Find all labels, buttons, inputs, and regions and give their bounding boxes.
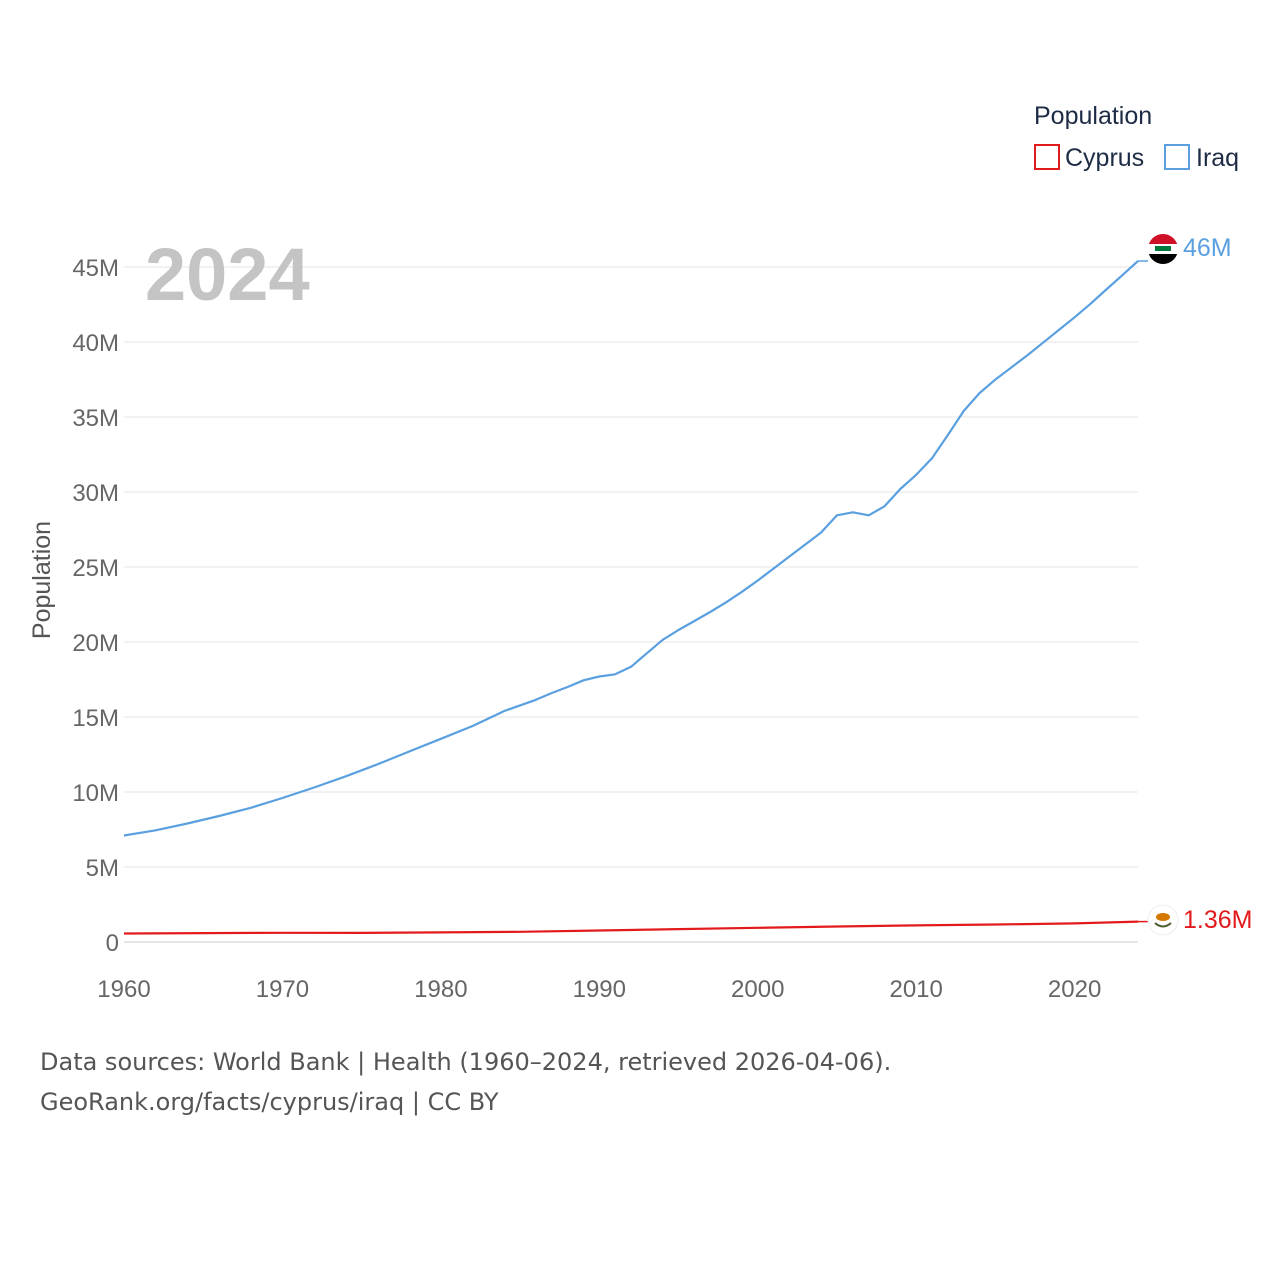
y-axis-label: Population xyxy=(28,521,56,639)
year-label: 2024 xyxy=(145,233,310,316)
series-line-cyprus xyxy=(123,920,1139,935)
legend: Population Cyprus Iraq xyxy=(1034,102,1239,172)
y-tick-45M: 45M xyxy=(72,255,119,282)
legend-item-iraq[interactable]: Iraq xyxy=(1164,144,1239,172)
legend-label-iraq: Iraq xyxy=(1196,144,1239,172)
y-tick-10M: 10M xyxy=(72,780,119,807)
footer: Data sources: World Bank | Health (1960–… xyxy=(40,1042,891,1122)
x-tick-1990: 1990 xyxy=(573,976,626,1003)
x-tick-1960: 1960 xyxy=(97,976,150,1003)
data-sources-text: Data sources: World Bank | Health (1960–… xyxy=(40,1048,892,1076)
legend-label-cyprus: Cyprus xyxy=(1065,144,1144,172)
x-tick-2010: 2010 xyxy=(889,976,942,1003)
source-link-text[interactable]: GeoRank.org/facts/cyprus/iraq | CC BY xyxy=(40,1088,499,1116)
y-tick-5M: 5M xyxy=(86,855,119,882)
legend-item-cyprus[interactable]: Cyprus xyxy=(1034,144,1144,172)
y-tick-20M: 20M xyxy=(72,630,119,657)
series-line-iraq xyxy=(123,260,1139,837)
x-tick-1980: 1980 xyxy=(414,976,467,1003)
legend-swatch-iraq xyxy=(1164,144,1190,170)
legend-swatch-cyprus xyxy=(1034,144,1060,170)
y-tick-15M: 15M xyxy=(72,705,119,732)
iraq-end-label: 46M xyxy=(1183,234,1232,262)
x-tick-2020: 2020 xyxy=(1048,976,1101,1003)
iraq-flag-icon xyxy=(1148,234,1178,264)
cyprus-end-label: 1.36M xyxy=(1183,906,1252,934)
gridlines xyxy=(124,266,1138,943)
series-lines xyxy=(123,260,1148,935)
y-tick-30M: 30M xyxy=(72,480,119,507)
y-tick-40M: 40M xyxy=(72,330,119,357)
cyprus-flag-icon xyxy=(1148,905,1178,935)
y-tick-0: 0 xyxy=(106,930,119,957)
x-axis-ticks: 1960 1970 1980 1990 2000 2010 2020 xyxy=(97,976,1101,1003)
x-tick-1970: 1970 xyxy=(256,976,309,1003)
legend-title: Population xyxy=(1034,102,1152,130)
y-tick-25M: 25M xyxy=(72,555,119,582)
x-tick-2000: 2000 xyxy=(731,976,784,1003)
y-axis-ticks: 0 5M 10M 15M 20M 25M 30M 35M 40M 45M xyxy=(72,255,119,957)
y-tick-35M: 35M xyxy=(72,405,119,432)
